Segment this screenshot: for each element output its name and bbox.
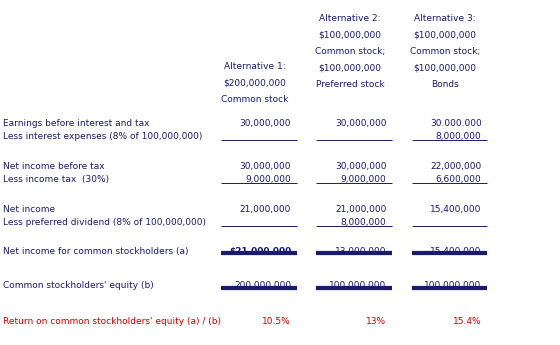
Text: 30,000,000: 30,000,000 xyxy=(335,119,386,128)
Text: 9,000,000: 9,000,000 xyxy=(340,175,386,184)
Text: Less income tax  (30%): Less income tax (30%) xyxy=(3,175,109,184)
Text: 100,000,000: 100,000,000 xyxy=(329,281,386,290)
Text: Preferred stock: Preferred stock xyxy=(316,80,384,89)
Text: Common stock;: Common stock; xyxy=(410,47,480,56)
Text: Alternative 3:: Alternative 3: xyxy=(414,14,476,23)
Text: Earnings before interest and tax: Earnings before interest and tax xyxy=(3,119,150,128)
Text: 200,000,000: 200,000,000 xyxy=(234,281,291,290)
Text: Common stock: Common stock xyxy=(221,95,288,104)
Text: 30,000,000: 30,000,000 xyxy=(240,162,291,171)
Text: $100,000,000: $100,000,000 xyxy=(414,30,477,39)
Text: 21,000,000: 21,000,000 xyxy=(335,205,386,214)
Text: 30,000,000: 30,000,000 xyxy=(335,162,386,171)
Text: Less interest expenses (8% of 100,000,000): Less interest expenses (8% of 100,000,00… xyxy=(3,132,202,141)
Text: Common stock;: Common stock; xyxy=(315,47,385,56)
Text: 15,400,000: 15,400,000 xyxy=(430,205,482,214)
Text: $100,000,000: $100,000,000 xyxy=(319,63,381,72)
Text: 6,600,000: 6,600,000 xyxy=(436,175,482,184)
Text: 100,000,000: 100,000,000 xyxy=(424,281,482,290)
Text: $21,000,000: $21,000,000 xyxy=(229,247,291,256)
Text: $100,000,000: $100,000,000 xyxy=(414,63,477,72)
Text: 30,000,000: 30,000,000 xyxy=(240,119,291,128)
Text: 9,000,000: 9,000,000 xyxy=(245,175,291,184)
Text: 13%: 13% xyxy=(366,317,386,326)
Text: 30.000.000: 30.000.000 xyxy=(430,119,482,128)
Text: 8,000,000: 8,000,000 xyxy=(340,218,386,227)
Text: 13,000,000: 13,000,000 xyxy=(335,247,386,256)
Text: Net income before tax: Net income before tax xyxy=(3,162,104,171)
Text: Net income: Net income xyxy=(3,205,55,214)
Text: 15,400,000: 15,400,000 xyxy=(430,247,482,256)
Text: Bonds: Bonds xyxy=(431,80,459,89)
Text: $200,000,000: $200,000,000 xyxy=(223,78,286,87)
Text: Alternative 2:: Alternative 2: xyxy=(319,14,381,23)
Text: Return on common stockholders' equity (a) / (b): Return on common stockholders' equity (a… xyxy=(3,317,221,326)
Text: Alternative 1:: Alternative 1: xyxy=(224,62,286,71)
Text: 22,000,000: 22,000,000 xyxy=(430,162,482,171)
Text: $100,000,000: $100,000,000 xyxy=(319,30,381,39)
Text: 15.4%: 15.4% xyxy=(453,317,482,326)
Text: Less preferred dividend (8% of 100,000,000): Less preferred dividend (8% of 100,000,0… xyxy=(3,218,206,227)
Text: Common stockholders' equity (b): Common stockholders' equity (b) xyxy=(3,281,153,290)
Text: 21,000,000: 21,000,000 xyxy=(240,205,291,214)
Text: 8,000,000: 8,000,000 xyxy=(436,132,482,141)
Text: 10.5%: 10.5% xyxy=(263,317,291,326)
Text: Net income for common stockholders (a): Net income for common stockholders (a) xyxy=(3,247,188,256)
